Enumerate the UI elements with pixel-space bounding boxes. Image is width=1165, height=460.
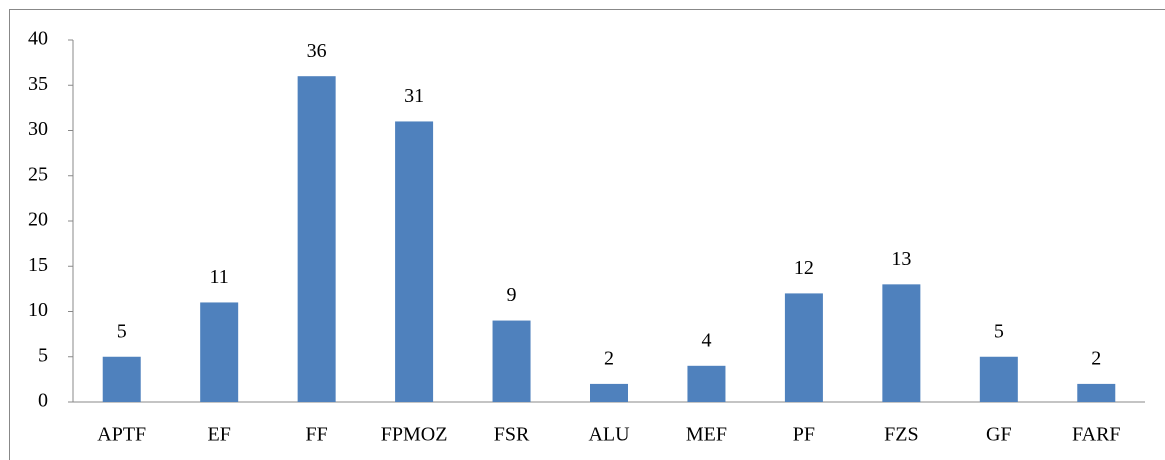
y-tick-label: 5 xyxy=(38,344,48,366)
data-label: 13 xyxy=(891,248,911,270)
bar xyxy=(1077,383,1116,402)
bar xyxy=(200,302,239,402)
x-tick-label: FSR xyxy=(494,424,530,446)
x-tick-label: EF xyxy=(208,424,231,446)
bar xyxy=(395,121,434,402)
y-tick-label: 10 xyxy=(28,299,48,321)
data-label: 11 xyxy=(210,266,229,288)
y-tick-label: 40 xyxy=(28,28,48,50)
bar xyxy=(590,383,628,402)
x-tick-label: APTF xyxy=(97,424,146,446)
data-label: 4 xyxy=(701,329,711,351)
x-tick-label: GF xyxy=(986,424,1012,446)
bar xyxy=(687,365,726,402)
bar xyxy=(979,356,1018,402)
bar xyxy=(882,284,921,402)
bar xyxy=(297,76,336,402)
x-tick-label: PF xyxy=(793,424,815,446)
y-tick-label: 0 xyxy=(38,390,48,412)
chart-frame xyxy=(9,9,1165,460)
x-tick-label: ALU xyxy=(588,424,630,446)
x-tick-label: MEF xyxy=(686,424,727,446)
data-label: 5 xyxy=(117,320,127,342)
data-label: 31 xyxy=(404,85,424,107)
data-label: 5 xyxy=(994,320,1004,342)
bar xyxy=(784,293,823,402)
x-tick-label: FF xyxy=(306,424,328,446)
x-tick-label: FZS xyxy=(884,424,918,446)
y-tick-label: 35 xyxy=(28,73,48,95)
data-label: 12 xyxy=(794,257,814,279)
x-tick-label: FPMOZ xyxy=(381,424,448,446)
data-label: 2 xyxy=(1091,347,1101,369)
bar xyxy=(492,320,531,402)
y-tick-label: 30 xyxy=(28,118,48,140)
y-tick-label: 15 xyxy=(28,254,48,276)
y-tick-label: 20 xyxy=(28,209,48,231)
data-label: 9 xyxy=(507,284,517,306)
data-label: 36 xyxy=(307,40,327,62)
data-label: 2 xyxy=(604,347,614,369)
y-tick-label: 25 xyxy=(28,163,48,185)
bar xyxy=(102,356,141,402)
x-tick-label: FARF xyxy=(1072,424,1121,446)
